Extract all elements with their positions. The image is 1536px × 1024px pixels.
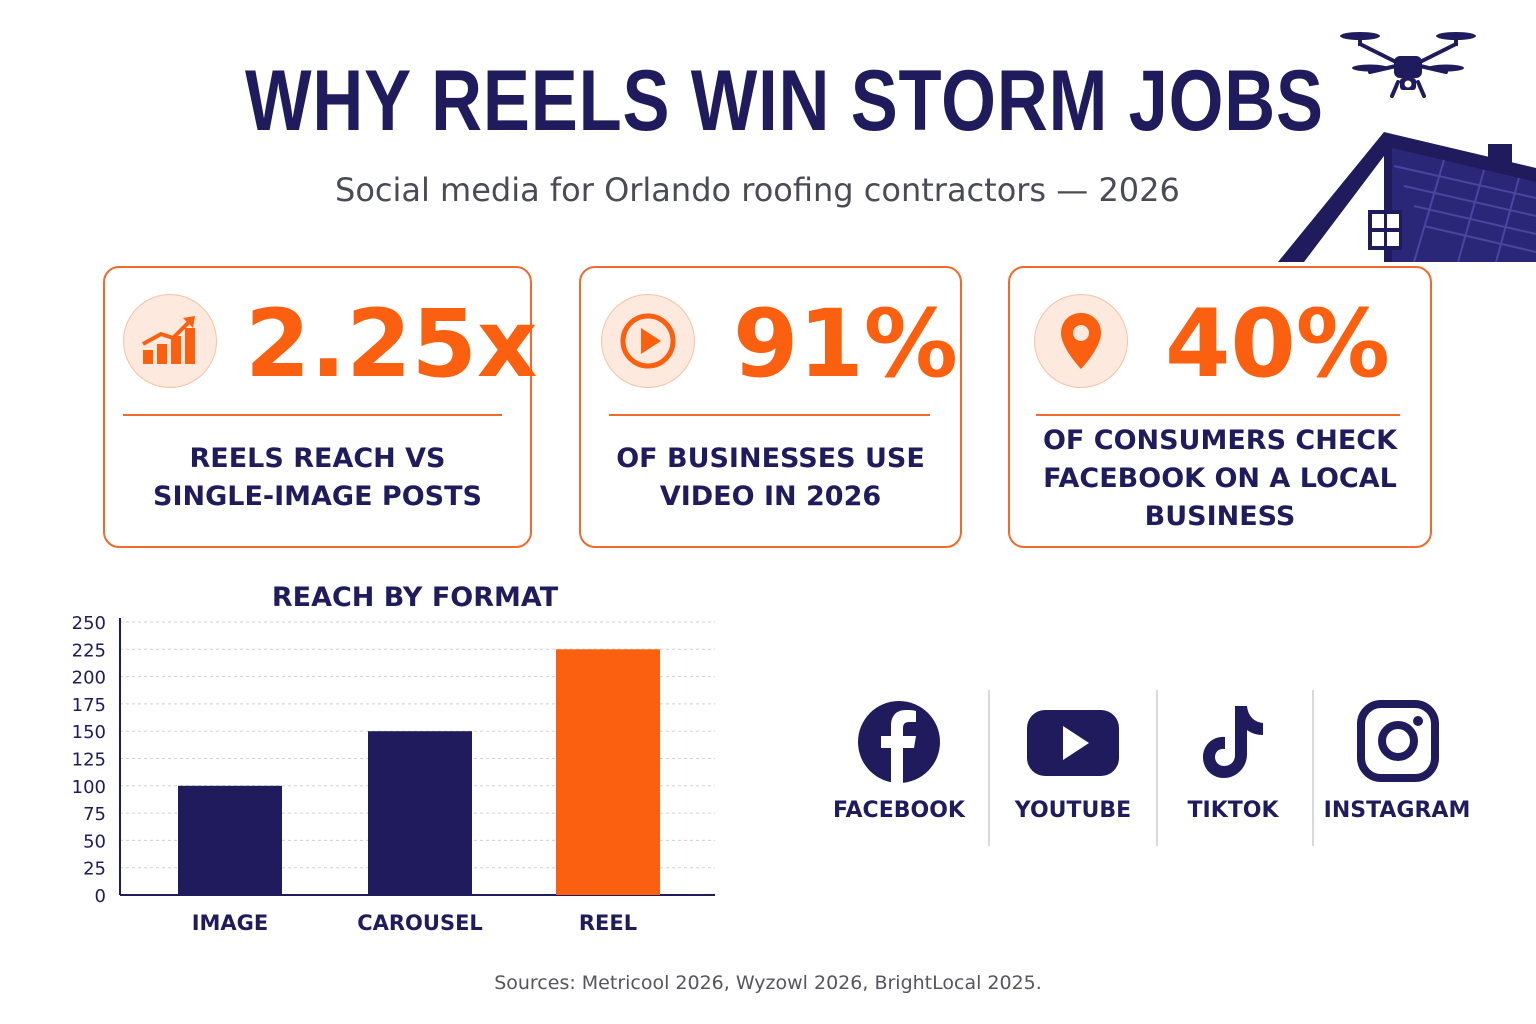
stat-value: 2.25x	[245, 290, 538, 399]
y-tick-label: 150	[72, 722, 106, 743]
divider	[1312, 690, 1314, 846]
stat-description: OF CONSUMERS CHECK FACEBOOK ON A LOCAL B…	[1042, 425, 1398, 532]
chart-title: REACH BY FORMAT	[271, 582, 559, 613]
stat-description: OF BUSINESSES USE VIDEO IN 2026	[616, 443, 925, 512]
tiktok-icon	[1203, 706, 1263, 778]
x-tick-label: CAROUSEL	[357, 911, 483, 935]
divider	[988, 690, 990, 846]
location-pin-icon	[1034, 294, 1128, 388]
y-tick-label: 125	[72, 750, 106, 771]
y-tick-label: 25	[83, 859, 106, 880]
bar-image	[178, 785, 282, 895]
growth-chart-icon	[123, 294, 217, 388]
page-subtitle: Social media for Orlando roofing contrac…	[335, 171, 1180, 209]
facebook-icon	[858, 701, 940, 784]
platform-instagram: INSTAGRAM	[1312, 700, 1482, 823]
x-tick-label: REEL	[579, 911, 637, 935]
bar-carousel	[368, 731, 472, 895]
bar-reel	[556, 649, 660, 895]
y-tick-label: 0	[95, 886, 106, 907]
stat-value: 40%	[1165, 290, 1390, 399]
divider	[1156, 690, 1158, 846]
y-tick-label: 100	[72, 777, 106, 798]
platform-youtube: YOUTUBE	[988, 700, 1158, 823]
stat-value: 91%	[733, 290, 958, 399]
drone-icon	[1340, 32, 1476, 98]
y-tick-label: 225	[72, 640, 106, 661]
y-tick-label: 50	[83, 831, 106, 852]
play-icon	[601, 294, 695, 388]
y-tick-label: 250	[72, 613, 106, 634]
stat-card-reels-reach: 2.25x REELS REACH VS SINGLE-IMAGE POSTS	[103, 266, 538, 548]
platform-facebook: FACEBOOK	[814, 700, 984, 823]
stat-description: REELS REACH VS SINGLE-IMAGE POSTS	[153, 443, 482, 512]
page-title: WHY REELS WIN STORM JOBS	[245, 53, 1324, 149]
divider	[1036, 414, 1400, 416]
house-roof-icon	[1278, 132, 1536, 262]
platform-label: FACEBOOK	[833, 798, 965, 823]
divider	[609, 414, 930, 416]
platform-label: INSTAGRAM	[1323, 798, 1471, 823]
stat-card-facebook-check: 40% OF CONSUMERS CHECK FACEBOOK ON A LOC…	[1008, 266, 1432, 548]
platform-label: TIKTOK	[1187, 798, 1279, 823]
youtube-icon	[1027, 710, 1119, 776]
instagram-icon	[1357, 700, 1439, 782]
platform-tiktok: TIKTOK	[1148, 700, 1318, 823]
sources-footnote: Sources: Metricool 2026, Wyzowl 2026, Br…	[494, 972, 1042, 994]
reach-by-format-chart: 0 25 50 75 100 125 150 175 200 225 250 IMAGE CAROUSE…	[72, 613, 715, 935]
divider	[123, 414, 502, 416]
x-tick-label: IMAGE	[192, 911, 269, 935]
platform-label: YOUTUBE	[1014, 798, 1132, 823]
y-tick-label: 200	[72, 668, 106, 689]
y-tick-label: 175	[72, 695, 106, 716]
stat-card-business-video: 91% OF BUSINESSES USE VIDEO IN 2026	[579, 266, 962, 548]
y-tick-label: 75	[83, 804, 106, 825]
